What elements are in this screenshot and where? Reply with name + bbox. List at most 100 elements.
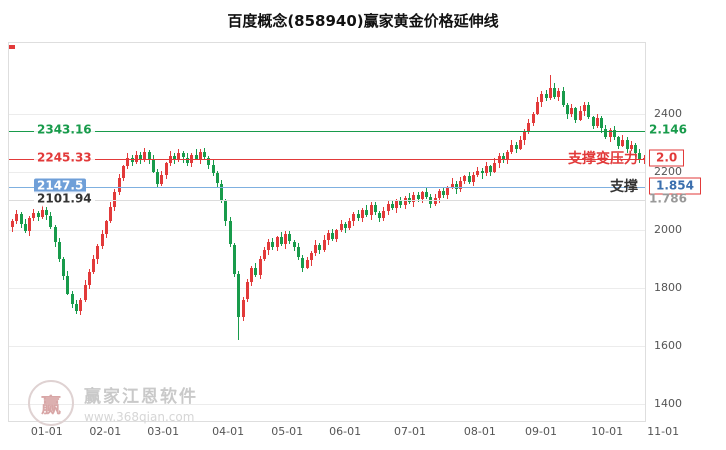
y-axis-label: 2400 bbox=[654, 107, 682, 120]
candle-body bbox=[36, 212, 40, 217]
candle-body bbox=[638, 153, 642, 161]
candle-body bbox=[531, 114, 535, 123]
candle-body bbox=[19, 214, 23, 225]
candle-body bbox=[399, 201, 403, 206]
candle-body bbox=[87, 272, 91, 285]
candle-body bbox=[514, 144, 518, 149]
watermark-brand: 赢家江恩软件 bbox=[84, 387, 198, 407]
candle-body bbox=[62, 259, 66, 277]
candle-body bbox=[565, 105, 569, 114]
candle-body bbox=[335, 230, 339, 239]
candle-body bbox=[437, 190, 441, 198]
x-axis-label: 04-01 bbox=[212, 425, 245, 438]
candle-body bbox=[15, 214, 19, 222]
candle-body bbox=[604, 128, 608, 138]
candle-body bbox=[476, 170, 480, 175]
candle-body bbox=[45, 209, 49, 216]
candle-body bbox=[382, 211, 386, 219]
candle-body bbox=[587, 105, 591, 117]
price-label-left: 2245.33 bbox=[34, 150, 95, 166]
candle-body bbox=[471, 174, 475, 183]
candle-body bbox=[186, 157, 189, 164]
candle-body bbox=[66, 276, 70, 294]
candle-body bbox=[75, 303, 79, 312]
candle-body bbox=[595, 118, 599, 126]
candle-body bbox=[301, 257, 305, 268]
extension-line bbox=[9, 130, 645, 132]
candle-body bbox=[331, 232, 335, 239]
candle-body bbox=[100, 234, 104, 246]
candle-body bbox=[139, 154, 143, 159]
candle-body bbox=[134, 154, 138, 162]
extension-line bbox=[9, 200, 645, 202]
candle-body bbox=[284, 234, 288, 245]
candle-body bbox=[96, 245, 100, 259]
ratio-label-right: 1.786 bbox=[649, 191, 687, 206]
candle-body bbox=[198, 151, 202, 159]
annotation-label: 支撑 bbox=[610, 179, 638, 196]
candle-body bbox=[322, 240, 326, 251]
candle-body bbox=[429, 196, 433, 204]
candle-body bbox=[425, 192, 429, 197]
candle-body bbox=[92, 259, 96, 272]
candle-body bbox=[527, 122, 531, 132]
candle-body bbox=[147, 151, 151, 161]
candle-body bbox=[557, 90, 561, 97]
candle-body bbox=[570, 108, 574, 114]
candle-body bbox=[224, 201, 228, 222]
candle-body bbox=[309, 253, 313, 261]
candle-body bbox=[578, 111, 582, 120]
candle-body bbox=[23, 224, 27, 232]
candle-body bbox=[591, 116, 595, 126]
candle-wick bbox=[549, 74, 551, 101]
watermark: 赢 赢家江恩软件 www.368qian.com bbox=[28, 380, 198, 426]
candle-body bbox=[215, 173, 219, 184]
y-axis-label: 1600 bbox=[654, 338, 682, 352]
candle-body bbox=[117, 177, 121, 193]
candle-body bbox=[164, 163, 168, 175]
candle-body bbox=[79, 299, 83, 312]
candle-body bbox=[352, 214, 356, 222]
candle-body bbox=[489, 166, 493, 172]
candle-body bbox=[420, 192, 424, 200]
candle-body bbox=[629, 144, 633, 149]
candle-body bbox=[582, 105, 586, 112]
candle-body bbox=[211, 164, 215, 174]
x-axis-label: 08-01 bbox=[463, 425, 496, 438]
candle-body bbox=[501, 156, 505, 161]
candle-body bbox=[232, 244, 236, 274]
candle-body bbox=[267, 241, 271, 251]
candle-body bbox=[561, 90, 565, 106]
candle-body bbox=[11, 221, 14, 228]
candle-body bbox=[493, 163, 497, 172]
candle-body bbox=[126, 157, 130, 167]
x-axis-label: 02-01 bbox=[89, 425, 122, 438]
candle-body bbox=[450, 183, 454, 188]
gridline bbox=[9, 403, 645, 405]
candle-body bbox=[262, 250, 266, 259]
candle-body bbox=[348, 221, 352, 229]
candle-body bbox=[446, 187, 450, 196]
candle-body bbox=[395, 201, 399, 209]
candle-body bbox=[540, 93, 544, 103]
candle-body bbox=[378, 212, 382, 219]
ratio-label-right: 2.146 bbox=[649, 122, 687, 136]
candle-body bbox=[523, 131, 527, 141]
ratio-label-right: 1.854 bbox=[649, 177, 701, 195]
gridline bbox=[9, 172, 645, 173]
extension-line bbox=[9, 187, 645, 189]
candle-body bbox=[318, 244, 322, 251]
candle-body bbox=[506, 151, 510, 161]
plot-area[interactable] bbox=[8, 42, 646, 422]
candle-body bbox=[70, 293, 74, 304]
candle-body bbox=[548, 87, 552, 98]
watermark-text: 赢家江恩软件 www.368qian.com bbox=[84, 382, 198, 424]
price-label-left: 2101.94 bbox=[34, 191, 95, 207]
page-title: 百度概念(858940)赢家黄金价格延伸线 bbox=[227, 12, 499, 30]
candle-body bbox=[250, 267, 254, 283]
candle-body bbox=[32, 212, 36, 219]
candle-body bbox=[365, 209, 369, 216]
candle-body bbox=[518, 140, 522, 149]
candle-body bbox=[617, 137, 621, 146]
